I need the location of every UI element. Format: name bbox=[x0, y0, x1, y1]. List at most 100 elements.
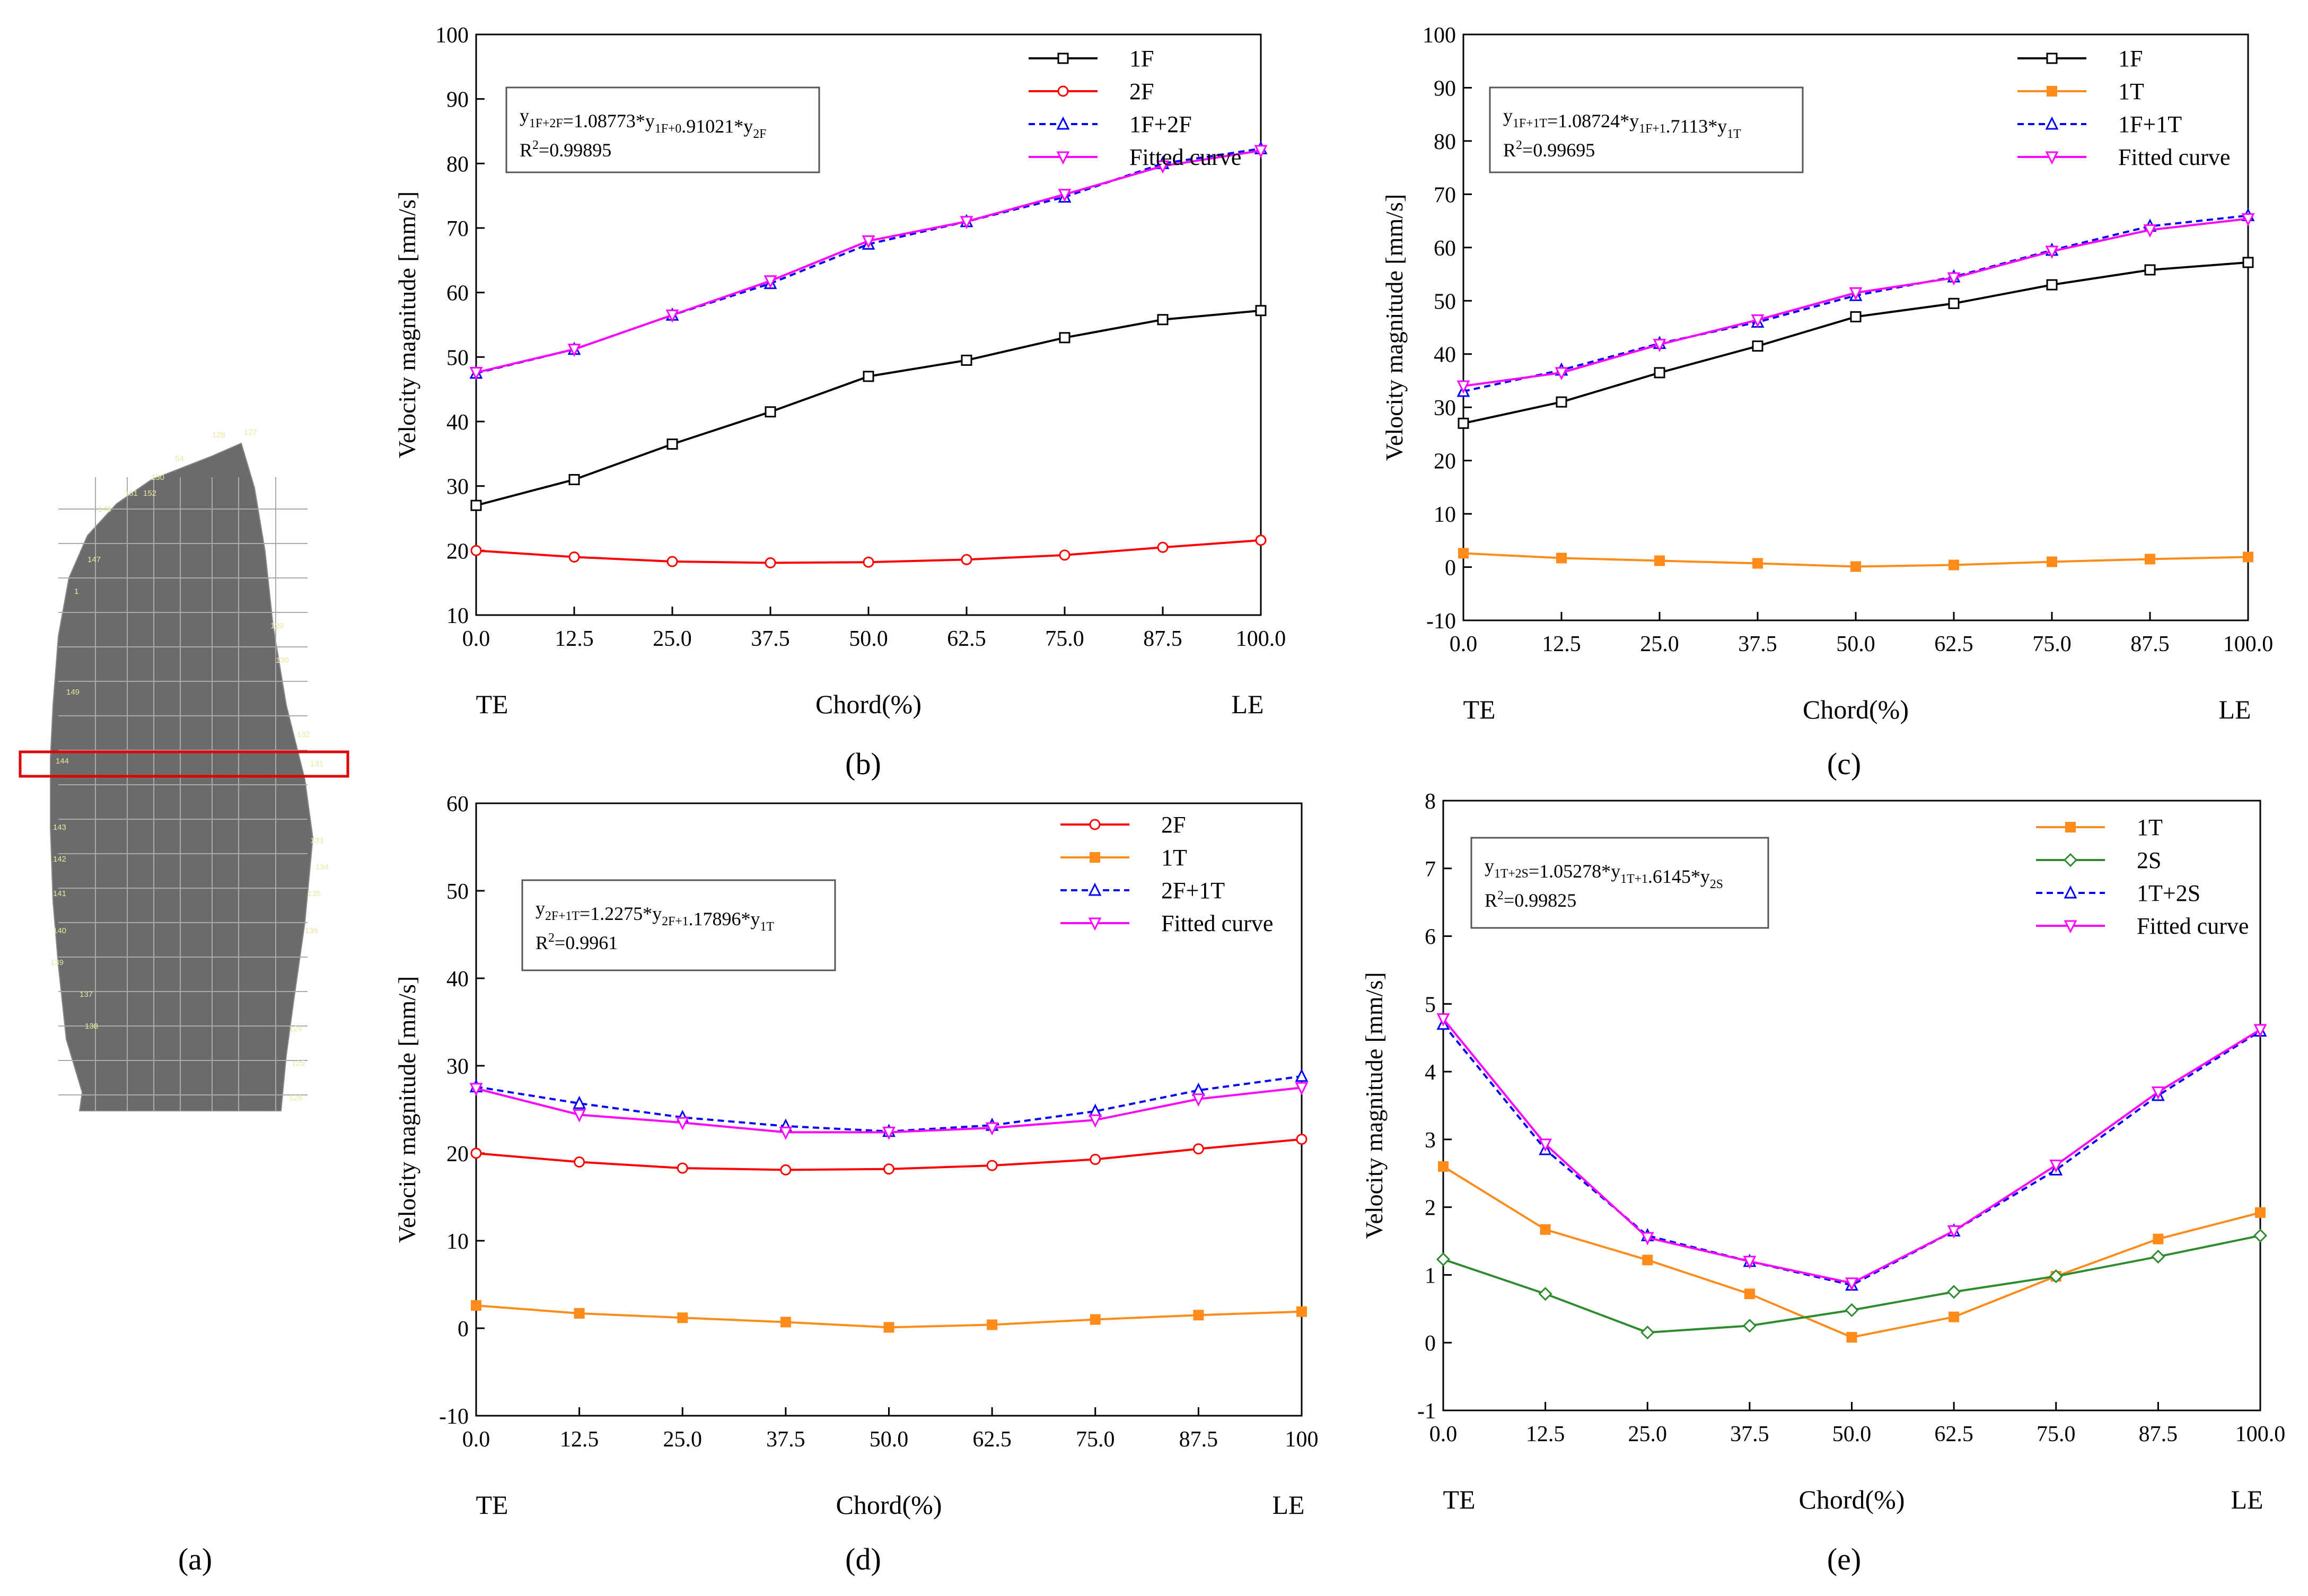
y-tick-label: 20 bbox=[446, 1142, 469, 1167]
y-tick-label: 20 bbox=[1434, 450, 1456, 474]
mesh-node-label: 126 bbox=[289, 1093, 302, 1102]
x-end-label-le: LE bbox=[2218, 695, 2251, 724]
data-point bbox=[1640, 1325, 1655, 1340]
mesh-node-label: 138 bbox=[85, 1022, 98, 1031]
y-tick-label: 6 bbox=[1425, 925, 1436, 950]
data-point bbox=[1947, 272, 1961, 286]
x-tick-label: 50.0 bbox=[1836, 632, 1875, 656]
data-point bbox=[2046, 279, 2058, 291]
r-squared: R2=0.9961 bbox=[536, 931, 618, 953]
series-line bbox=[1442, 1018, 2261, 1284]
data-point bbox=[1653, 339, 1666, 352]
mesh-node-label: 133 bbox=[310, 836, 323, 845]
data-point bbox=[469, 1083, 483, 1097]
y-tick-label: -10 bbox=[1426, 609, 1456, 634]
legend-label: 2F bbox=[1129, 78, 1154, 104]
x-tick-label: 25.0 bbox=[663, 1427, 703, 1452]
fit-equation: y2F+1T=1.2275*y2F+1.17896*y1T bbox=[536, 898, 774, 934]
legend-label: 1F+1T bbox=[2118, 111, 2182, 137]
x-tick-label: 25.0 bbox=[1628, 1422, 1668, 1446]
data-point bbox=[1849, 287, 1863, 301]
data-point bbox=[862, 235, 875, 249]
data-point bbox=[1555, 367, 1568, 381]
data-point bbox=[1456, 380, 1470, 394]
equation-box bbox=[1489, 86, 1804, 173]
mesh-node-label: 128 bbox=[212, 431, 225, 440]
legend-label: 1F bbox=[2118, 46, 2143, 72]
data-point bbox=[882, 1126, 896, 1140]
data-point bbox=[666, 439, 678, 450]
mesh-node-label: 54 bbox=[175, 454, 184, 463]
y-tick-label: 1 bbox=[1425, 1264, 1436, 1288]
data-point bbox=[573, 1109, 586, 1123]
x-tick-label: 37.5 bbox=[751, 627, 790, 651]
y-tick-label: -1 bbox=[1417, 1399, 1436, 1424]
x-tick-label: 62.5 bbox=[1934, 632, 1973, 656]
x-tick-label: 100.0 bbox=[2235, 1422, 2286, 1446]
x-tick-label: 50.0 bbox=[870, 1427, 909, 1452]
x-axis-label: Chord(%) bbox=[1803, 695, 1909, 724]
x-axis-label: Chord(%) bbox=[815, 689, 922, 719]
panel-label-a: (a) bbox=[178, 1542, 212, 1576]
legend-label: Fitted curve bbox=[2137, 913, 2249, 939]
data-point bbox=[568, 474, 580, 485]
y-tick-label: 50 bbox=[1434, 290, 1456, 314]
x-tick-label: 100.0 bbox=[1236, 627, 1286, 651]
data-point bbox=[1640, 1232, 1654, 1246]
data-point bbox=[1056, 151, 1070, 165]
equation-box bbox=[505, 86, 820, 173]
y-tick-label: 0 bbox=[458, 1317, 469, 1341]
series-line bbox=[476, 150, 1261, 374]
mesh-node-label: 1 bbox=[74, 587, 78, 596]
series-line bbox=[476, 309, 1261, 507]
y-tick-label: 50 bbox=[446, 346, 469, 370]
x-tick-label: 37.5 bbox=[766, 1427, 805, 1452]
data-point bbox=[1742, 1319, 1757, 1333]
mesh-node-label: 147 bbox=[87, 555, 101, 564]
data-point bbox=[1296, 1306, 1307, 1317]
mesh-node-label: 134 bbox=[315, 863, 329, 872]
data-point bbox=[779, 1126, 793, 1140]
data-point bbox=[2045, 151, 2059, 165]
y-tick-label: 0 bbox=[1445, 556, 1456, 581]
mesh-node-label: 139 bbox=[50, 958, 64, 967]
x-tick-label: 50.0 bbox=[849, 627, 888, 651]
data-point bbox=[1089, 1114, 1102, 1128]
fit-equation: y1T+2S=1.05278*y1T+1.6145*y2S bbox=[1485, 855, 1723, 891]
legend-label: 1T+2S bbox=[2137, 880, 2200, 906]
r-squared: R2=0.99825 bbox=[1485, 889, 1576, 911]
equation-box bbox=[1470, 837, 1769, 929]
x-axis-label: Chord(%) bbox=[836, 1490, 942, 1520]
mesh-node-label: 148 bbox=[98, 505, 111, 514]
y-axis-label: Velocity magnitude [mm/s] bbox=[1361, 972, 1388, 1239]
data-point bbox=[665, 309, 679, 323]
data-point bbox=[2045, 116, 2059, 130]
mesh-node-label: 127 bbox=[244, 428, 257, 437]
data-point bbox=[1057, 52, 1069, 64]
data-point bbox=[574, 1156, 585, 1168]
data-point bbox=[567, 344, 581, 357]
data-point bbox=[863, 556, 874, 568]
data-point bbox=[1949, 1311, 1960, 1322]
mesh-node-label: 152 bbox=[143, 489, 156, 498]
y-tick-label: 7 bbox=[1425, 857, 1436, 882]
x-end-label-te: TE bbox=[1463, 695, 1495, 724]
mesh-node-label: 150 bbox=[151, 473, 164, 482]
mesh-node-label: 141 bbox=[53, 889, 66, 898]
y-tick-label: 20 bbox=[446, 539, 469, 564]
data-point bbox=[470, 545, 482, 556]
x-end-label-te: TE bbox=[476, 1490, 508, 1520]
chart-panel-e: -1 0 1 2 3 4 5 6 7 8 0.0 12.5 25.0 37.5 50.0 62.5 75.0 87… bbox=[1361, 790, 2285, 1514]
legend-label: 1T bbox=[2137, 814, 2163, 840]
data-point bbox=[675, 1117, 689, 1130]
mesh-grid-lines bbox=[58, 477, 308, 1111]
y-tick-label: 40 bbox=[1434, 343, 1456, 367]
legend-label: 2F+1T bbox=[1161, 878, 1225, 904]
y-tick-label: 100 bbox=[1423, 23, 1456, 48]
data-point bbox=[1539, 1138, 1552, 1152]
data-point bbox=[1090, 1314, 1101, 1325]
data-point bbox=[2049, 1269, 2063, 1284]
x-tick-label: 87.5 bbox=[1143, 627, 1182, 651]
y-tick-label: 2 bbox=[1425, 1196, 1436, 1221]
chart-panel-c: -10 0 10 20 30 40 50 60 70 80 90 100 0.0 12.5 25.0 37.5… bbox=[1381, 23, 2273, 724]
